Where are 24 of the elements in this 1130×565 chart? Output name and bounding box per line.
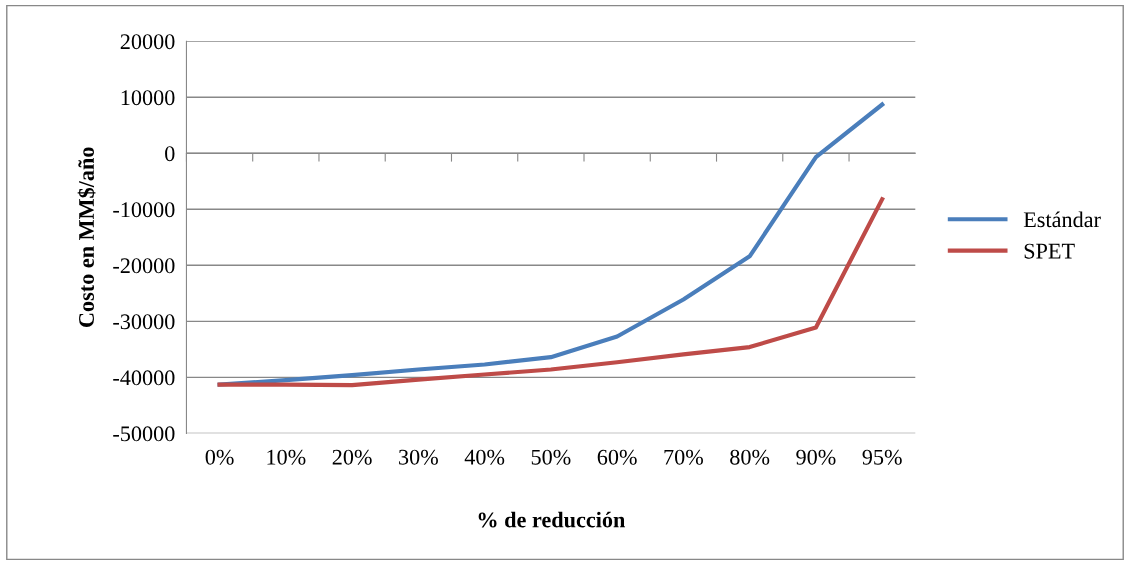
y-tick-label: 20000 (120, 34, 175, 50)
line-series (217, 197, 885, 388)
x-tick-label: 90% (796, 449, 836, 465)
legend-label: Estándar (1023, 211, 1101, 228)
x-tick-label: 40% (464, 449, 505, 465)
y-axis-title: Costo en MM$/año (77, 147, 96, 327)
x-tick-label: 70% (664, 449, 703, 465)
y-tick-label: -20000 (113, 258, 175, 274)
y-tick-label: 0 (165, 146, 175, 162)
legend-label: SPET (1024, 243, 1075, 259)
x-tick-label: 10% (267, 449, 306, 465)
y-tick-label: -30000 (113, 314, 175, 330)
x-tick-label: 30% (399, 449, 438, 465)
x-tick-label: 95% (862, 449, 902, 465)
x-tick-label: 80% (730, 449, 770, 465)
x-tick-label: 20% (332, 449, 372, 465)
x-tick-label: 0% (205, 449, 234, 465)
x-tick-label: 60% (597, 449, 637, 465)
y-tick-label: -50000 (113, 426, 175, 442)
y-tick-label: -10000 (113, 202, 175, 218)
x-tick-label: 50% (531, 449, 571, 465)
y-tick-label: -40000 (113, 370, 175, 386)
x-axis-title: % de reducción (478, 511, 626, 528)
y-tick-label: 10000 (121, 90, 175, 106)
